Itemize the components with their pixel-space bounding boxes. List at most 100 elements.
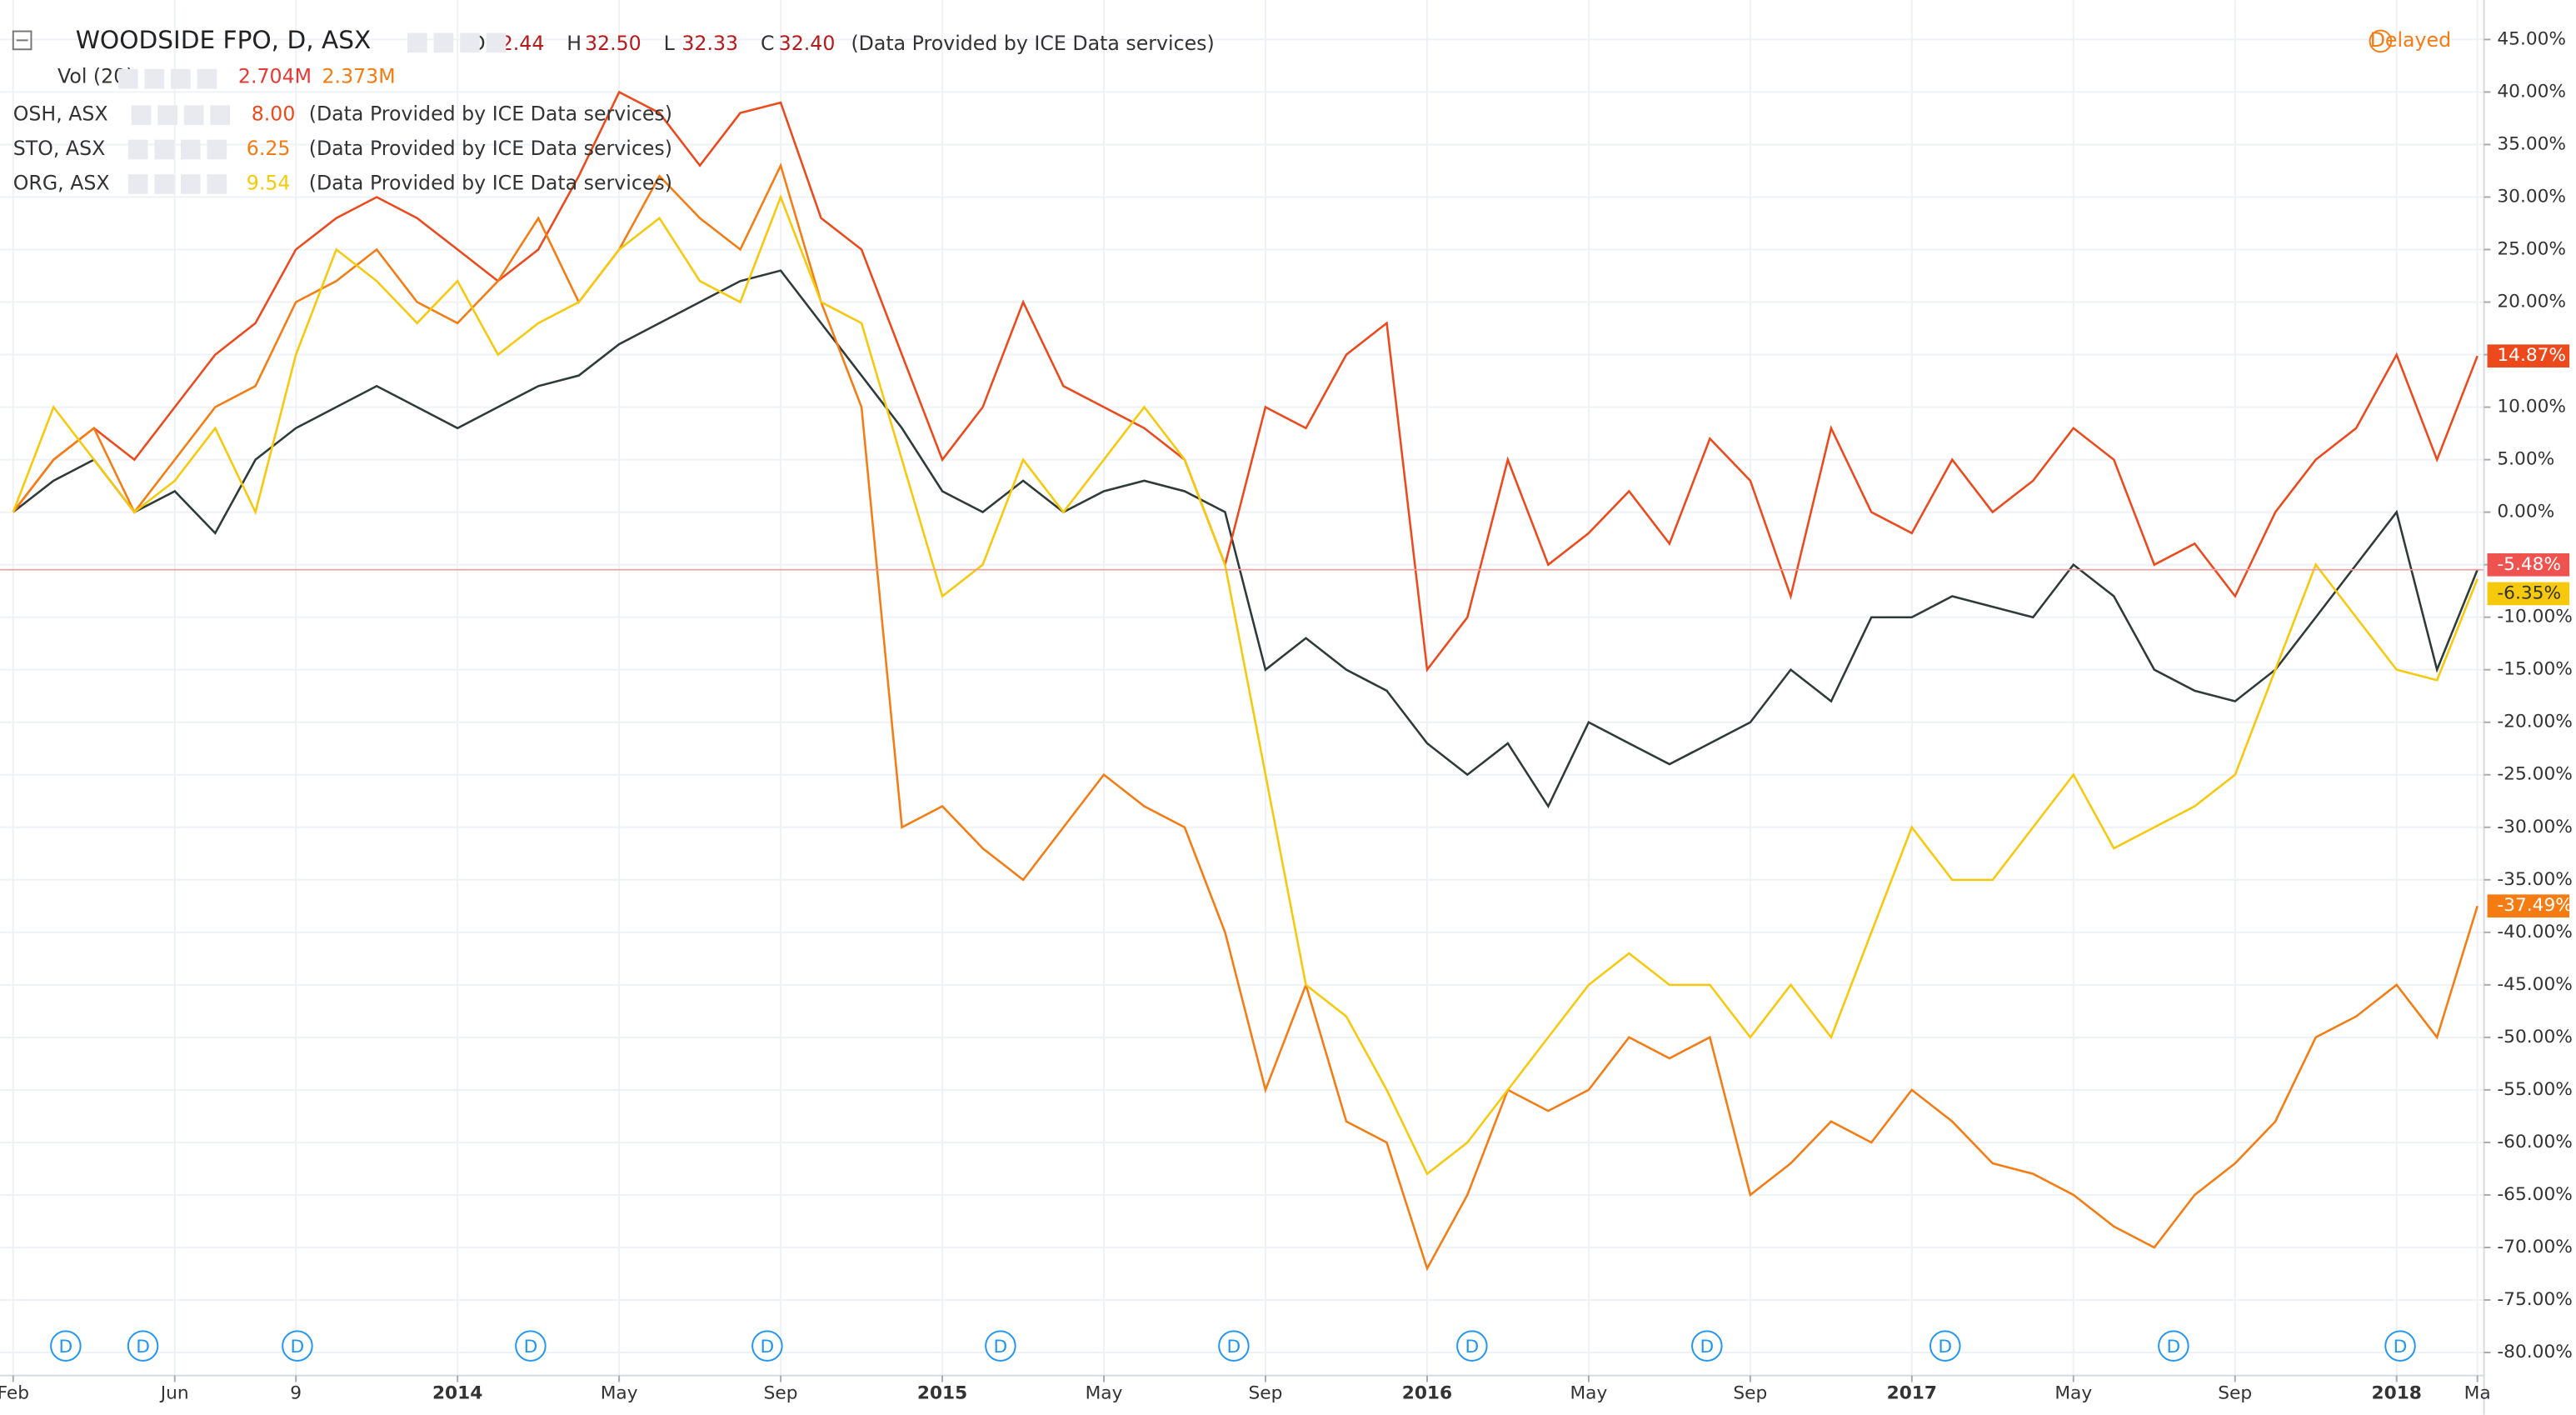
- legend-value: 8.00: [252, 102, 296, 126]
- series-line: [12, 162, 2479, 1272]
- legend-icon[interactable]: [210, 105, 231, 125]
- y-tick-label: -55.00%: [2497, 1079, 2573, 1100]
- legend-icon[interactable]: [180, 139, 201, 160]
- volume-value: 2.704M: [238, 64, 312, 88]
- x-tick-label: 2017: [1887, 1382, 1937, 1403]
- y-tick-label: -40.00%: [2497, 922, 2573, 942]
- y-tick-label: -75.00%: [2497, 1289, 2573, 1310]
- last-value-label: 14.87%: [2497, 345, 2566, 366]
- x-tick-label: Jun: [159, 1382, 189, 1403]
- ohlc-label: C: [761, 32, 775, 55]
- last-value-label: -6.35%: [2497, 582, 2561, 603]
- x-tick-label: May: [1086, 1382, 1123, 1403]
- legend-icon[interactable]: [144, 68, 165, 89]
- x-tick-label: May: [601, 1382, 638, 1403]
- legend-icon[interactable]: [154, 139, 175, 160]
- legend-icon[interactable]: [407, 32, 427, 53]
- legend-icon[interactable]: [154, 174, 175, 194]
- y-tick-label: -50.00%: [2497, 1027, 2573, 1048]
- legend-icon[interactable]: [131, 105, 152, 125]
- last-value-label: -5.48%: [2497, 554, 2561, 575]
- legend-icon[interactable]: [183, 105, 204, 125]
- legend-name: ORG, ASX: [13, 171, 110, 194]
- delayed-icon[interactable]: [2369, 29, 2393, 53]
- y-tick-label: 40.00%: [2497, 81, 2566, 102]
- x-tick-label: Feb: [0, 1382, 29, 1403]
- legend-icon[interactable]: [433, 32, 454, 53]
- legend-icon[interactable]: [180, 174, 201, 194]
- x-tick-label: 9: [290, 1382, 302, 1403]
- dividend-marker[interactable]: [2384, 1330, 2416, 1362]
- last-value-label: -37.49%: [2497, 895, 2573, 916]
- legend-icon[interactable]: [127, 174, 148, 194]
- dividend-marker[interactable]: [751, 1330, 783, 1362]
- y-tick-label: 5.00%: [2497, 449, 2554, 470]
- legend-icon[interactable]: [207, 174, 227, 194]
- dividend-marker[interactable]: [515, 1330, 547, 1362]
- legend-icon[interactable]: [197, 68, 217, 89]
- ohlc-value: 32.50: [585, 32, 642, 55]
- chart-title: WOODSIDE FPO, D, ASX: [76, 26, 372, 54]
- legend-icon[interactable]: [171, 68, 191, 89]
- y-tick-label: -60.00%: [2497, 1132, 2573, 1152]
- ohlc-label: L: [664, 32, 676, 55]
- legend-name: STO, ASX: [13, 137, 106, 160]
- ohlc-label: H: [567, 32, 582, 55]
- dividend-marker-label: D: [524, 1337, 538, 1358]
- dividend-marker-label: D: [1227, 1337, 1241, 1358]
- dividend-marker[interactable]: [127, 1330, 159, 1362]
- x-tick-label: 2016: [1402, 1382, 1452, 1403]
- dividend-marker-label: D: [136, 1337, 150, 1358]
- x-tick-label: Ma: [2464, 1382, 2491, 1403]
- x-tick-label: May: [2054, 1382, 2092, 1403]
- legend-icon[interactable]: [460, 32, 480, 53]
- dividend-marker-label: D: [2394, 1337, 2408, 1358]
- x-axis: Feb Jun 9 2014 May Sep 2015 May Sep 2016 May Sep 201…: [0, 1375, 2491, 1403]
- y-tick-label: -30.00%: [2497, 817, 2573, 838]
- collapse-icon[interactable]: [12, 30, 32, 51]
- last-value-badge: [2487, 552, 2570, 577]
- legend-icon[interactable]: [127, 139, 148, 160]
- ohlc-value: 32.33: [681, 32, 738, 55]
- grid: [0, 0, 2484, 1376]
- dividend-marker[interactable]: [282, 1330, 313, 1362]
- dividend-marker-label: D: [1465, 1337, 1480, 1358]
- ohlc-value: 32.40: [779, 32, 836, 55]
- y-tick-label: -25.00%: [2497, 764, 2573, 785]
- last-value-badge: [2487, 582, 2570, 606]
- dividend-marker[interactable]: [1456, 1330, 1488, 1362]
- legend-icon[interactable]: [117, 68, 138, 89]
- y-tick-label: -70.00%: [2497, 1237, 2573, 1258]
- dividend-marker-label: D: [1700, 1337, 1714, 1358]
- y-tick-label: 10.00%: [2497, 397, 2566, 418]
- dividend-marker[interactable]: [2158, 1330, 2189, 1362]
- y-tick-label: 20.00%: [2497, 292, 2566, 312]
- dividend-marker[interactable]: [1691, 1330, 1723, 1362]
- dividend-marker[interactable]: [1218, 1330, 1250, 1362]
- legend-icon[interactable]: [157, 105, 177, 125]
- dividend-marker-label: D: [291, 1337, 305, 1358]
- legend-icon[interactable]: [207, 139, 227, 160]
- legend: WOODSIDE FPO, D, ASX Vol (20) 2.704M 2.3…: [12, 26, 2451, 194]
- x-tick-label: 2018: [2372, 1382, 2422, 1403]
- dividend-marker[interactable]: [50, 1330, 82, 1362]
- y-tick-label: -20.00%: [2497, 712, 2573, 732]
- dividend-marker[interactable]: [1930, 1330, 1961, 1362]
- y-tick-label: 45.00%: [2497, 28, 2566, 49]
- y-tick-label: -35.00%: [2497, 869, 2573, 890]
- dividend-marker[interactable]: [985, 1330, 1016, 1362]
- x-tick-label: Sep: [1249, 1382, 1283, 1403]
- legend-icon[interactable]: [486, 32, 507, 53]
- y-tick-label: 35.00%: [2497, 133, 2566, 154]
- y-tick-label: -65.00%: [2497, 1184, 2573, 1205]
- y-tick-label: 0.00%: [2497, 502, 2554, 522]
- series-line: [12, 90, 2479, 672]
- dividend-marker-label: D: [1938, 1337, 1952, 1358]
- legend-name: OSH, ASX: [13, 102, 108, 126]
- legend-value: 6.25: [247, 137, 291, 160]
- y-tick-label: 30.00%: [2497, 186, 2566, 207]
- legend-value: 9.54: [247, 171, 291, 194]
- x-tick-label: Sep: [1733, 1382, 1767, 1403]
